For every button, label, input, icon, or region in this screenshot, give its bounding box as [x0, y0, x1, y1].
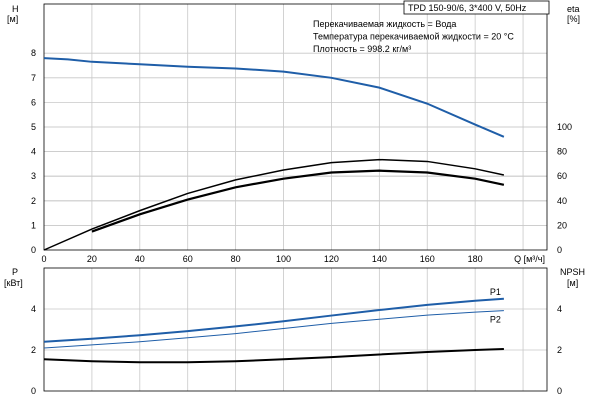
y-right-axis-title: eta — [567, 4, 580, 14]
x-tick-label: 140 — [372, 254, 387, 264]
y-right-tick-label: 0 — [557, 386, 562, 396]
y-left-tick-label: 2 — [31, 345, 36, 355]
y-right-tick-label: 4 — [557, 304, 562, 314]
y-left-axis-title: H — [12, 4, 19, 14]
y-right-tick-label: 0 — [557, 245, 562, 255]
series-label: P1 — [490, 287, 501, 297]
y-right-axis-unit: [%] — [567, 14, 580, 24]
y-left-tick-label: 4 — [31, 147, 36, 157]
x-tick-label: 100 — [276, 254, 291, 264]
x-tick-label: 80 — [231, 254, 241, 264]
y-left-axis-unit: [кВт] — [4, 278, 23, 288]
y-left-tick-label: 1 — [31, 220, 36, 230]
series-line — [43, 310, 504, 349]
annotation-text: Перекачиваемая жидкость = Вода — [313, 19, 456, 29]
series-line — [91, 169, 505, 233]
x-tick-label: 180 — [468, 254, 483, 264]
x-tick-label: 60 — [183, 254, 193, 264]
y-left-tick-label: 0 — [31, 386, 36, 396]
y-right-tick-label: 80 — [557, 147, 567, 157]
title-box — [403, 0, 550, 15]
y-right-tick-label: 2 — [557, 345, 562, 355]
y-right-axis-unit: [м] — [567, 278, 578, 288]
x-tick-label: 120 — [324, 254, 339, 264]
x-tick-label: 40 — [135, 254, 145, 264]
series-line — [43, 57, 505, 138]
series-line — [43, 347, 504, 364]
y-left-tick-label: 2 — [31, 196, 36, 206]
y-left-tick-label: 7 — [31, 73, 36, 83]
y-left-axis-title: P — [12, 267, 18, 277]
y-left-axis-unit: [м] — [7, 14, 18, 24]
annotation-text: Температура перекачиваемой жидкости = 20… — [313, 32, 514, 42]
y-right-tick-label: 100 — [557, 122, 572, 132]
y-right-axis-title: NPSH — [560, 267, 585, 277]
x-tick-label: 160 — [420, 254, 435, 264]
y-left-tick-label: 0 — [31, 245, 36, 255]
y-right-tick-label: 40 — [557, 196, 567, 206]
x-axis-title: Q [м³/ч] — [514, 254, 545, 264]
series-label: P2 — [490, 315, 501, 325]
y-left-tick-label: 6 — [31, 97, 36, 107]
plot-frame — [43, 3, 548, 251]
y-right-tick-label: 60 — [557, 171, 567, 181]
y-left-tick-label: 8 — [31, 48, 36, 58]
x-tick-label: 20 — [87, 254, 97, 264]
plot-frame — [43, 267, 548, 392]
series-line — [43, 158, 505, 251]
y-left-tick-label: 3 — [31, 171, 36, 181]
y-right-tick-label: 20 — [557, 220, 567, 230]
upper-chart-panel: 0 20 40 60 80 100 120 140 160 180 Q [м³/ч]01234567… — [7, 0, 580, 264]
x-tick-label: 0 — [41, 254, 46, 264]
series-line — [43, 297, 504, 343]
lower-chart-panel: P1 P2 0 2 4 0 2 4 P[кВт] NPSH[м] — [4, 267, 585, 396]
chart-title: TPD 150-90/6, 3*400 V, 50Hz — [408, 3, 527, 13]
y-left-tick-label: 4 — [31, 304, 36, 314]
annotation-text: Плотность = 998.2 кг/м³ — [313, 44, 411, 54]
y-left-tick-label: 5 — [31, 122, 36, 132]
